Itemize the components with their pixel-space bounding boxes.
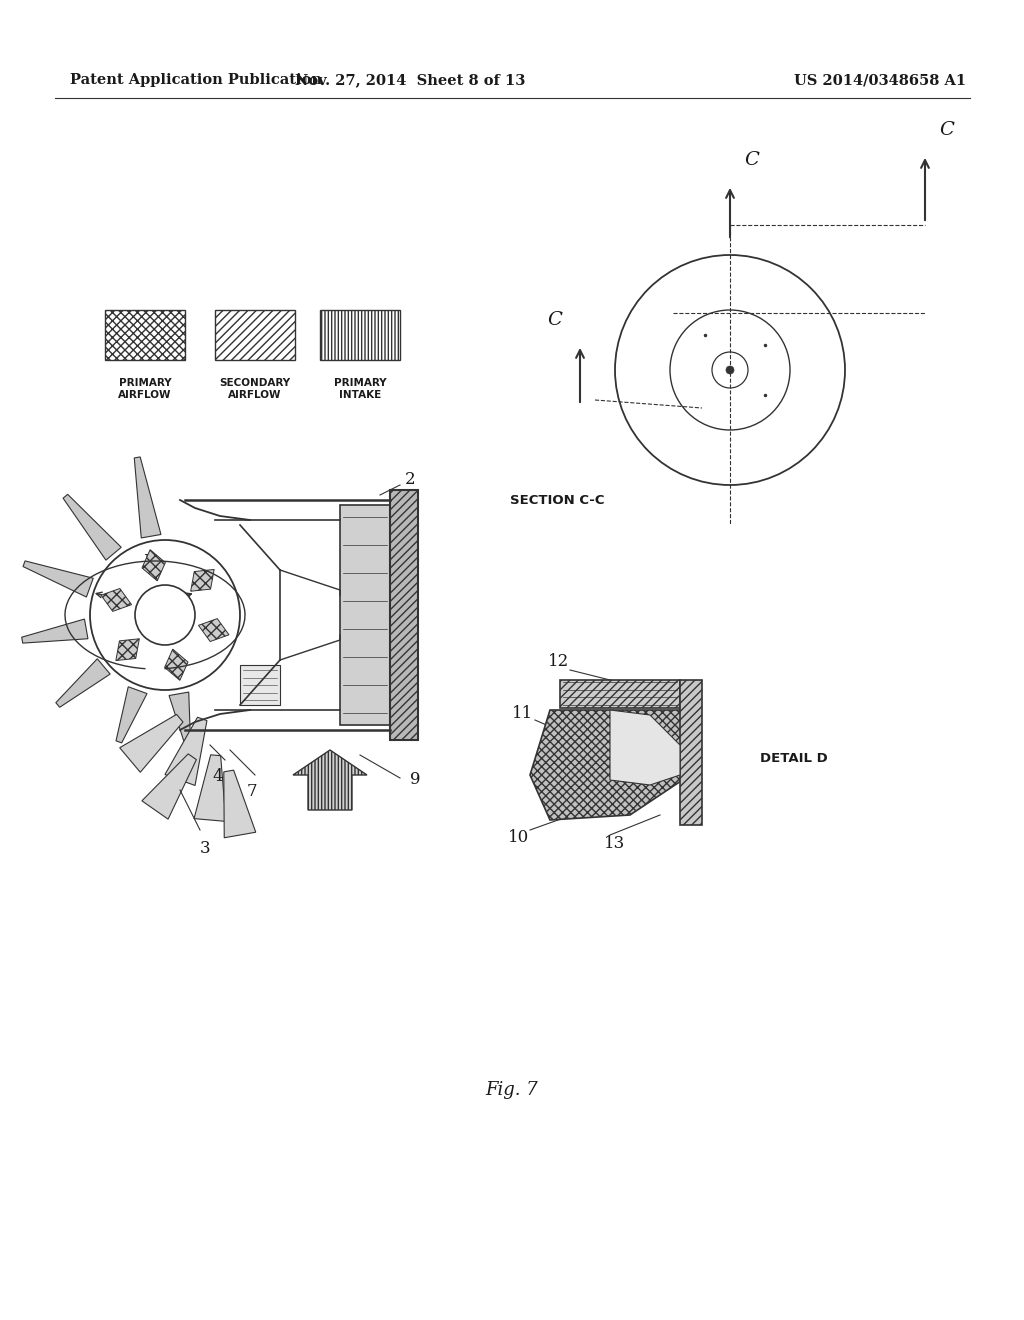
Circle shape	[135, 585, 195, 645]
Polygon shape	[195, 755, 226, 821]
Text: 13: 13	[604, 834, 626, 851]
Bar	[560, 680, 680, 708]
Polygon shape	[165, 717, 207, 785]
Bar	[680, 680, 702, 825]
Text: D: D	[143, 553, 157, 569]
Polygon shape	[63, 494, 121, 560]
Polygon shape	[101, 589, 131, 611]
Bar	[215, 310, 295, 360]
Polygon shape	[23, 561, 93, 597]
Polygon shape	[142, 549, 166, 581]
Text: SECONDARY
AIRFLOW: SECONDARY AIRFLOW	[219, 378, 291, 400]
Polygon shape	[116, 639, 139, 660]
Text: DETAIL D: DETAIL D	[760, 751, 827, 764]
Polygon shape	[610, 710, 680, 785]
Polygon shape	[134, 457, 161, 539]
Text: C: C	[548, 312, 562, 329]
Text: C: C	[744, 150, 760, 169]
Polygon shape	[169, 692, 190, 743]
Polygon shape	[190, 569, 214, 591]
Polygon shape	[530, 710, 690, 820]
Text: US 2014/0348658 A1: US 2014/0348658 A1	[794, 73, 966, 87]
Text: PRIMARY
INTAKE: PRIMARY INTAKE	[334, 378, 386, 400]
Text: SECTION C-C: SECTION C-C	[510, 494, 604, 507]
Polygon shape	[56, 659, 111, 708]
Text: PRIMARY
AIRFLOW: PRIMARY AIRFLOW	[118, 378, 172, 400]
Polygon shape	[116, 686, 147, 743]
Text: 2: 2	[406, 471, 416, 488]
Bar	[390, 490, 418, 741]
Text: 4: 4	[213, 768, 223, 785]
Bar	[319, 310, 400, 360]
Text: C: C	[940, 121, 954, 139]
Polygon shape	[224, 770, 256, 838]
Polygon shape	[199, 619, 229, 642]
Polygon shape	[165, 649, 188, 680]
Text: 3: 3	[200, 840, 210, 857]
Text: Fig. 7: Fig. 7	[485, 1081, 539, 1100]
Polygon shape	[293, 750, 367, 810]
Text: Patent Application Publication: Patent Application Publication	[70, 73, 322, 87]
Text: 11: 11	[512, 705, 534, 722]
Polygon shape	[142, 754, 197, 820]
Circle shape	[726, 366, 734, 374]
Text: 7: 7	[247, 783, 257, 800]
Text: 9: 9	[410, 771, 421, 788]
Text: 12: 12	[548, 653, 569, 671]
Text: 10: 10	[508, 829, 529, 846]
Text: Nov. 27, 2014  Sheet 8 of 13: Nov. 27, 2014 Sheet 8 of 13	[295, 73, 525, 87]
Bar	[105, 310, 185, 360]
Bar	[240, 665, 280, 705]
Bar	[340, 506, 390, 725]
Polygon shape	[22, 619, 88, 643]
Polygon shape	[120, 714, 183, 772]
